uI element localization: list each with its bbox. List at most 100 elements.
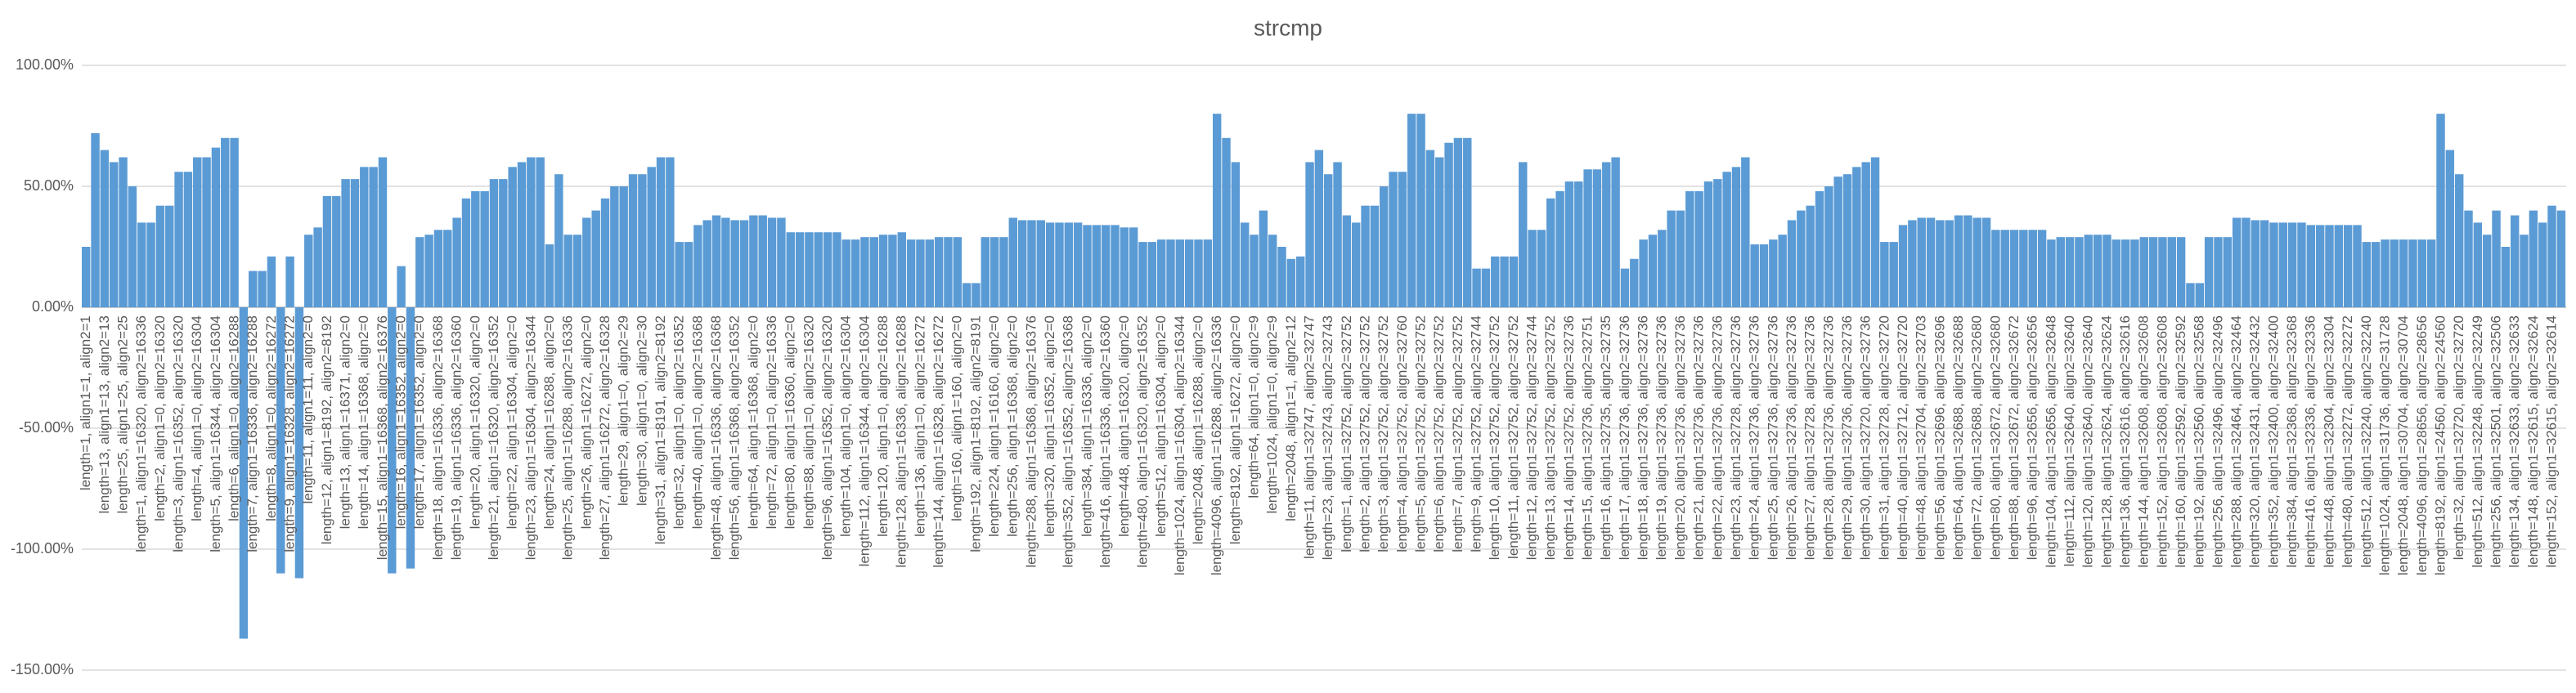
bar xyxy=(666,157,675,307)
bar xyxy=(850,239,860,307)
bar xyxy=(2538,222,2547,307)
bar xyxy=(860,237,869,307)
bar xyxy=(1564,181,1574,307)
bar xyxy=(1667,210,1676,307)
bar xyxy=(1156,239,1166,307)
bar xyxy=(1519,162,1528,307)
bar xyxy=(2103,235,2112,307)
x-tick-label: length=40, align1=0, align2=16368 xyxy=(689,315,705,529)
x-tick-label: length=10, align1=32752, align2=32752 xyxy=(1487,315,1502,560)
bar xyxy=(2556,210,2566,307)
bar xyxy=(563,235,572,307)
bar xyxy=(1175,239,1185,307)
bar xyxy=(415,237,424,307)
bar xyxy=(767,217,777,307)
bar xyxy=(2000,230,2009,307)
x-tick-label: length=20, align1=32736, align2=32736 xyxy=(1672,315,1688,560)
bar xyxy=(2464,210,2473,307)
bar xyxy=(193,157,202,307)
x-tick-label: length=480, align1=32272, align2=32272 xyxy=(2340,315,2355,568)
x-tick-label: length=80, align1=16360, align2=0 xyxy=(783,315,798,529)
x-tick-label: length=288, align1=16368, align2=16376 xyxy=(1023,315,1039,568)
bar xyxy=(100,150,110,307)
bar xyxy=(332,195,341,307)
bar xyxy=(832,232,841,307)
x-tick-label: length=480, align1=16320, align2=16352 xyxy=(1134,315,1150,568)
bar xyxy=(267,256,276,307)
x-tick-label: length=1, align1=32752, align2=32752 xyxy=(1339,315,1354,552)
x-tick-label: length=512, align1=32248, align2=32249 xyxy=(2470,315,2485,568)
x-tick-label: length=256, align1=32501, align2=32506 xyxy=(2488,315,2503,568)
bar xyxy=(2492,210,2501,307)
bar xyxy=(2158,237,2167,307)
bar xyxy=(962,283,972,307)
bar xyxy=(2520,235,2529,307)
y-tick-label: -100.00% xyxy=(11,540,74,557)
x-tick-label: length=320, align1=16352, align2=0 xyxy=(1042,315,1057,537)
bar xyxy=(230,137,239,307)
bar xyxy=(322,195,332,307)
bar xyxy=(2065,237,2075,307)
bar xyxy=(536,157,545,307)
x-tick-label: length=48, align1=32704, align2=32703 xyxy=(1914,315,1929,560)
bar xyxy=(239,307,249,639)
bar xyxy=(925,239,934,307)
bar xyxy=(1250,235,1259,307)
bar xyxy=(2510,215,2520,307)
bar xyxy=(1731,167,1741,307)
bars xyxy=(82,114,2566,639)
bar xyxy=(702,220,711,307)
bar xyxy=(684,242,693,307)
bar xyxy=(739,220,749,307)
bar xyxy=(934,237,944,307)
x-tick-label: length=16, align1=16352, align2=0 xyxy=(393,315,409,529)
bar xyxy=(2315,225,2325,307)
bar xyxy=(730,220,739,307)
x-tick-label: length=1, align1=1, align2=1 xyxy=(78,315,93,490)
x-tick-label: length=56, align1=32696, align2=32696 xyxy=(1932,315,1947,560)
bar xyxy=(1889,242,1898,307)
bar xyxy=(2408,239,2417,307)
bar xyxy=(1212,114,1222,307)
bar xyxy=(360,167,369,307)
bar xyxy=(656,157,666,307)
x-tick-label: length=80, align1=32672, align2=32680 xyxy=(1987,315,2003,560)
x-tick-label: length=64, align1=16368, align2=0 xyxy=(745,315,761,529)
bar xyxy=(2381,239,2390,307)
x-tick-label: length=4, align1=0, align2=16304 xyxy=(189,315,204,521)
x-tick-label: length=27, align1=32728, align2=32736 xyxy=(1802,315,1818,560)
bar xyxy=(1352,222,1361,307)
x-tick-label: length=192, align1=8192, align2=8191 xyxy=(967,315,983,552)
x-tick-label: length=7, align1=32752, align2=32752 xyxy=(1450,315,1465,552)
x-tick-label: length=4096, align1=28656, align2=28656 xyxy=(2414,315,2430,575)
x-tick-label: length=21, align1=32736, align2=32736 xyxy=(1691,315,1707,560)
bar xyxy=(2139,237,2148,307)
bar xyxy=(471,190,480,307)
bar xyxy=(1908,220,1917,307)
bar xyxy=(1528,230,1537,307)
bar xyxy=(758,215,767,307)
x-tick-label: length=2048, align1=16288, align2=0 xyxy=(1190,315,1205,544)
bar xyxy=(406,307,415,569)
x-tick-label: length=11, align1=32752, align2=32752 xyxy=(1506,315,1521,559)
bar xyxy=(146,222,155,307)
x-tick-label: length=18, align1=32736, align2=32736 xyxy=(1636,315,1651,560)
bar xyxy=(285,256,294,307)
x-tick-label: length=448, align1=16320, align2=0 xyxy=(1116,315,1132,537)
bar xyxy=(388,307,397,574)
bar xyxy=(953,237,962,307)
bar xyxy=(110,162,119,307)
bar xyxy=(2426,239,2436,307)
x-tick-label: length=13, align1=32752, align2=32752 xyxy=(1542,315,1558,560)
bar xyxy=(572,235,582,307)
bar xyxy=(2056,237,2065,307)
bar xyxy=(1166,239,1175,307)
x-tick-label: length=104, align1=32656, align2=32648 xyxy=(2043,315,2058,568)
bar xyxy=(258,270,267,307)
bar xyxy=(1008,217,1018,307)
bar xyxy=(1342,215,1352,307)
x-tick-label: length=112, align1=16344, align2=16304 xyxy=(856,315,872,566)
bar xyxy=(1880,242,1889,307)
bar xyxy=(795,232,805,307)
bar xyxy=(814,232,823,307)
